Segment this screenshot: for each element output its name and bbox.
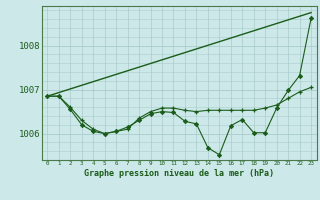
X-axis label: Graphe pression niveau de la mer (hPa): Graphe pression niveau de la mer (hPa) [84,169,274,178]
